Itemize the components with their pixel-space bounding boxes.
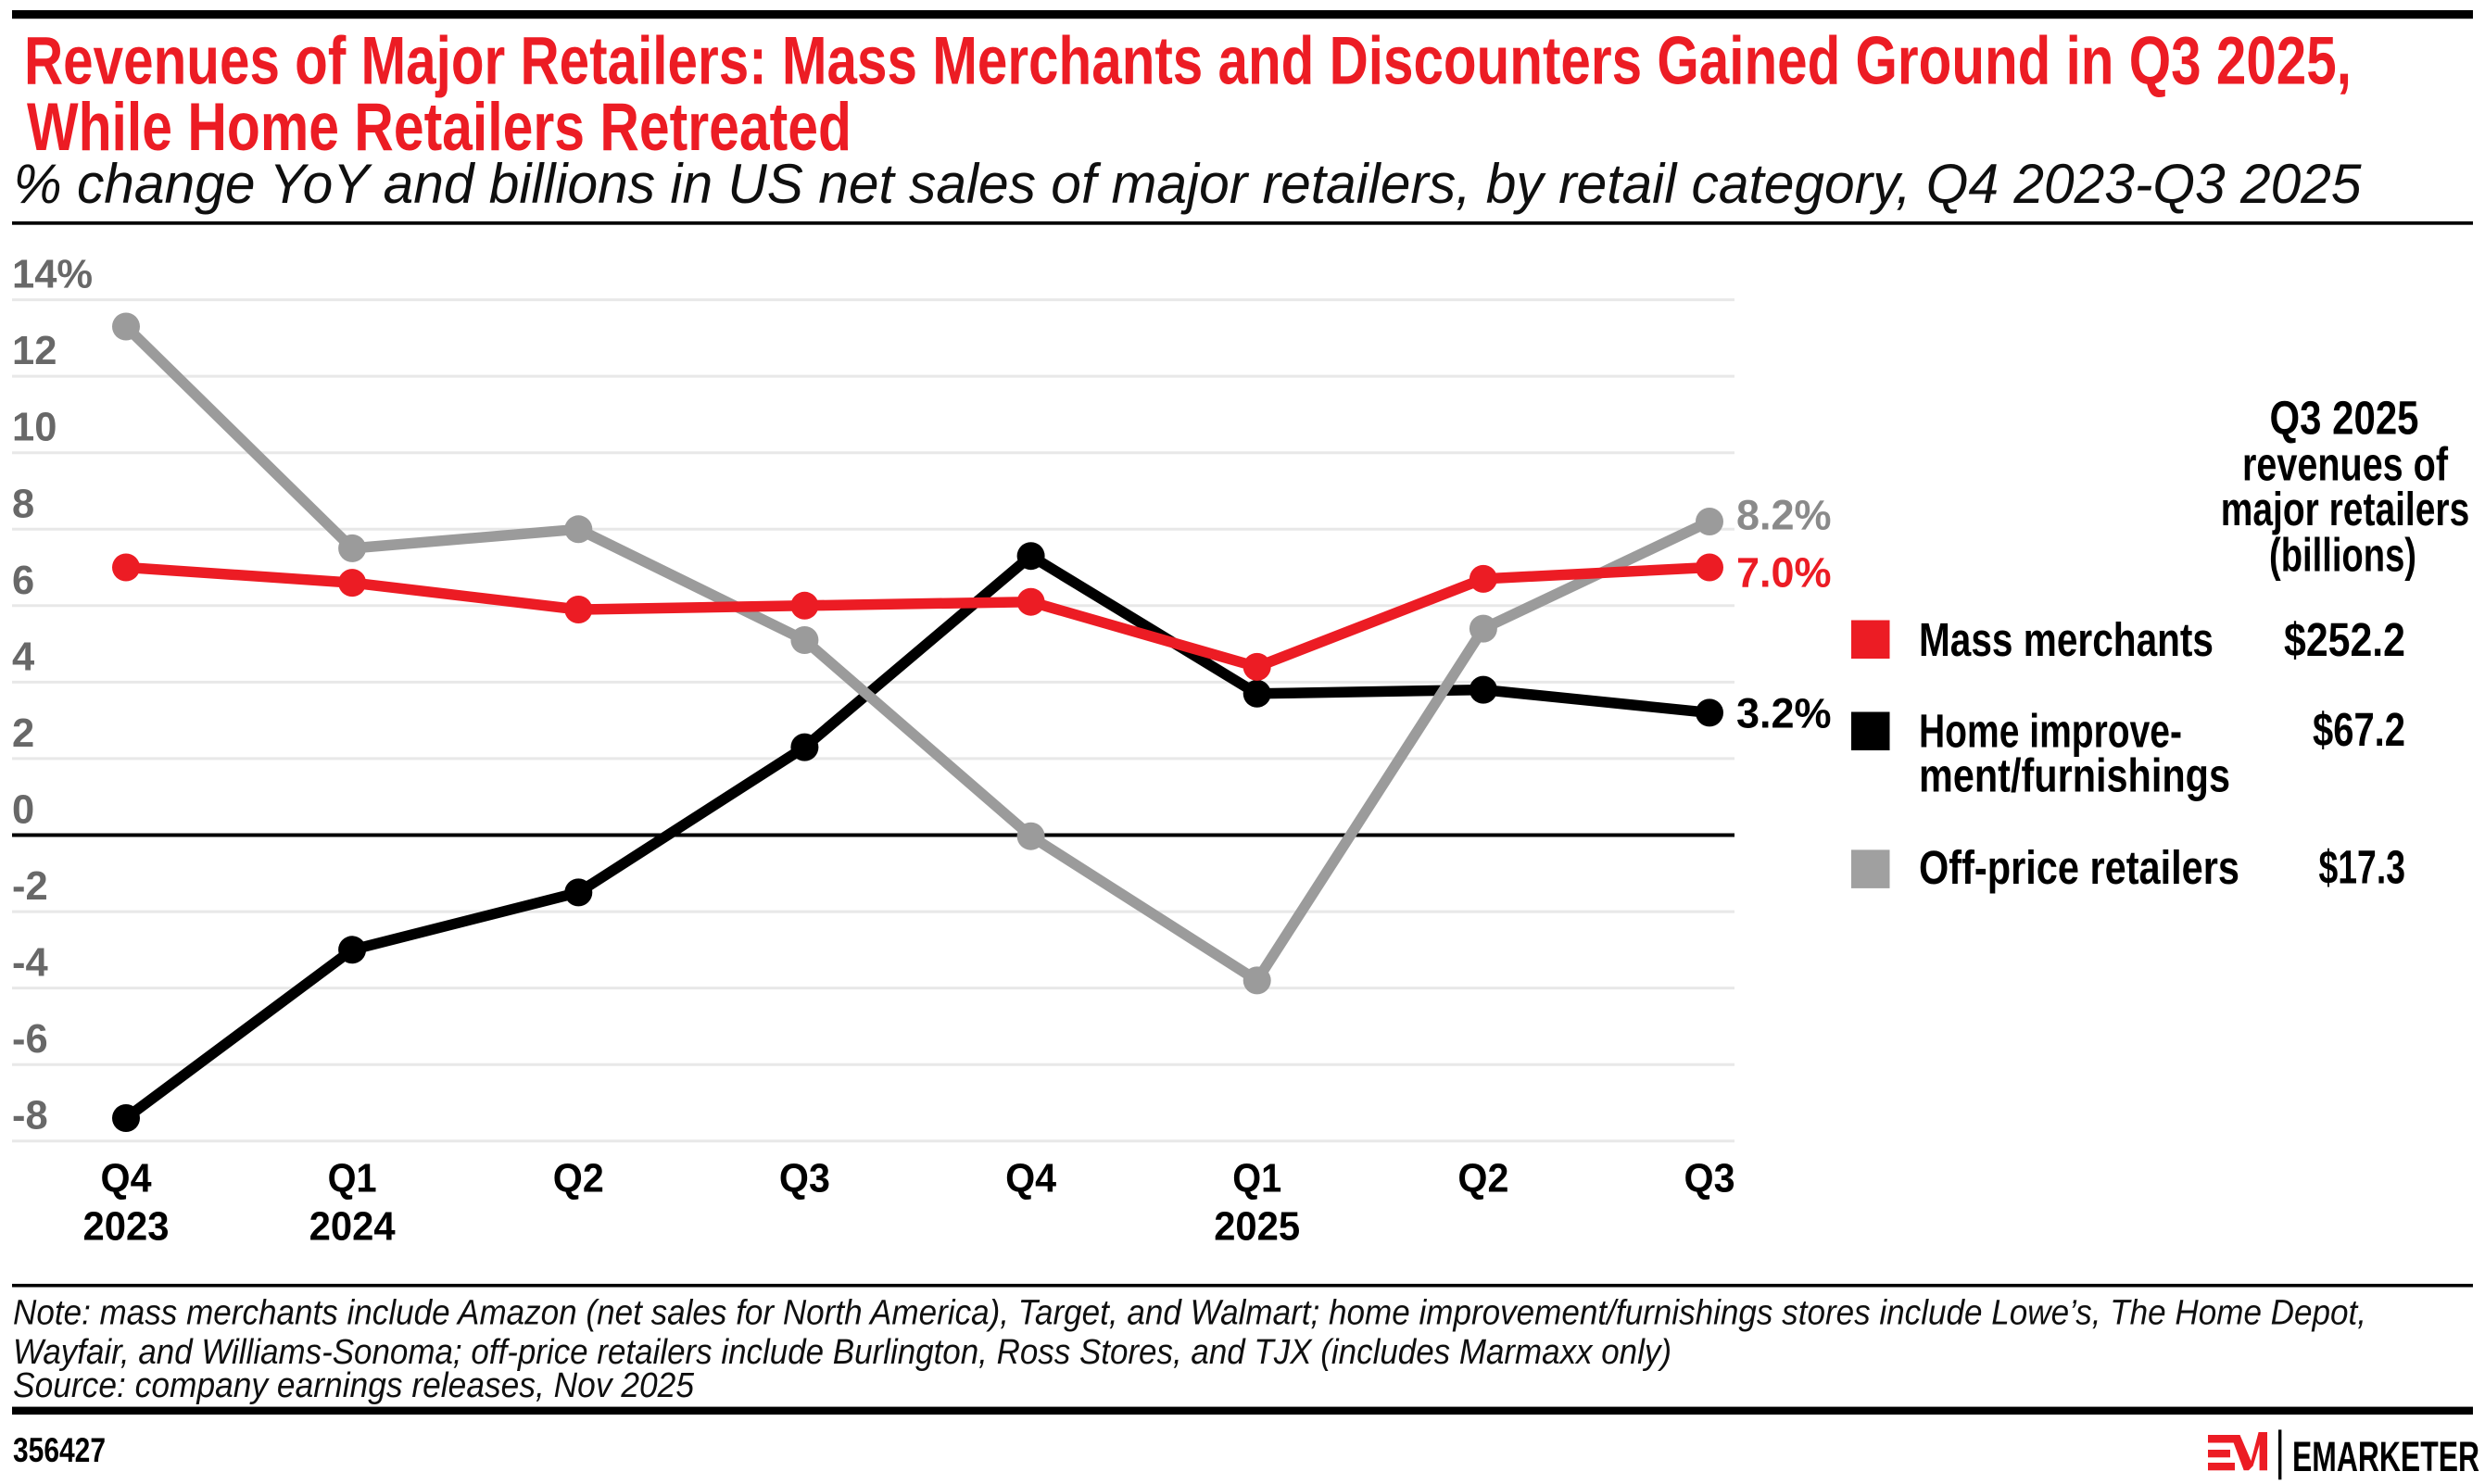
svg-text:2024: 2024: [309, 1204, 396, 1250]
svg-text:$252.2: $252.2: [2284, 613, 2405, 666]
svg-text:-2: -2: [12, 864, 48, 909]
svg-text:4: 4: [12, 635, 34, 679]
svg-text:Off-price retailers: Off-price retailers: [1919, 841, 2239, 894]
svg-text:-4: -4: [12, 941, 48, 986]
svg-text:revenues of: revenues of: [2242, 438, 2449, 491]
svg-text:Q2: Q2: [1457, 1156, 1508, 1201]
svg-text:10: 10: [12, 406, 57, 450]
svg-text:EMARKETER: EMARKETER: [2292, 1433, 2479, 1480]
svg-text:8: 8: [12, 482, 34, 526]
svg-text:2: 2: [12, 711, 34, 756]
svg-text:While Home Retailers Retreated: While Home Retailers Retreated: [27, 90, 851, 165]
svg-text:ment/furnishings: ment/furnishings: [1919, 748, 2230, 801]
svg-text:Mass merchants: Mass merchants: [1919, 613, 2214, 666]
svg-text:Q1: Q1: [1232, 1156, 1281, 1201]
svg-text:Q1: Q1: [328, 1156, 377, 1201]
svg-text:$67.2: $67.2: [2313, 703, 2405, 756]
svg-text:3.2%: 3.2%: [1736, 690, 1832, 737]
svg-text:7.0%: 7.0%: [1736, 549, 1832, 597]
svg-text:6: 6: [12, 559, 34, 603]
svg-text:% change YoY and billions in U: % change YoY and billions in US net sale…: [14, 153, 2363, 215]
svg-text:Q3: Q3: [779, 1156, 830, 1201]
svg-text:0: 0: [12, 788, 34, 833]
svg-text:Revenues of Major Retailers: M: Revenues of Major Retailers: Mass Mercha…: [24, 24, 2352, 99]
svg-text:Source: company earnings relea: Source: company earnings releases, Nov 2…: [13, 1366, 695, 1405]
svg-text:Q4: Q4: [101, 1156, 152, 1201]
svg-text:Home improve-: Home improve-: [1919, 705, 2182, 758]
svg-text:-8: -8: [12, 1094, 48, 1138]
svg-text:major retailers: major retailers: [2221, 483, 2470, 535]
svg-text:2023: 2023: [83, 1204, 170, 1250]
svg-text:Wayfair, and Williams-Sonoma;: Wayfair, and Williams-Sonoma; off-price …: [13, 1333, 1671, 1372]
svg-text:12: 12: [12, 329, 57, 373]
svg-text:$17.3: $17.3: [2319, 841, 2406, 894]
svg-text:356427: 356427: [13, 1431, 106, 1469]
svg-text:2025: 2025: [1214, 1204, 1300, 1250]
svg-text:Q2: Q2: [553, 1156, 604, 1201]
svg-text:Q4: Q4: [1005, 1156, 1056, 1201]
svg-text:(billions): (billions): [2269, 529, 2416, 582]
svg-text:14%: 14%: [12, 253, 93, 297]
svg-text:Note: mass merchants include A: Note: mass merchants include Amazon (net…: [13, 1294, 2366, 1333]
svg-text:Q3: Q3: [1684, 1156, 1735, 1201]
svg-text:-6: -6: [12, 1017, 48, 1062]
svg-text:Q3 2025: Q3 2025: [2270, 392, 2419, 445]
svg-text:8.2%: 8.2%: [1736, 492, 1832, 539]
